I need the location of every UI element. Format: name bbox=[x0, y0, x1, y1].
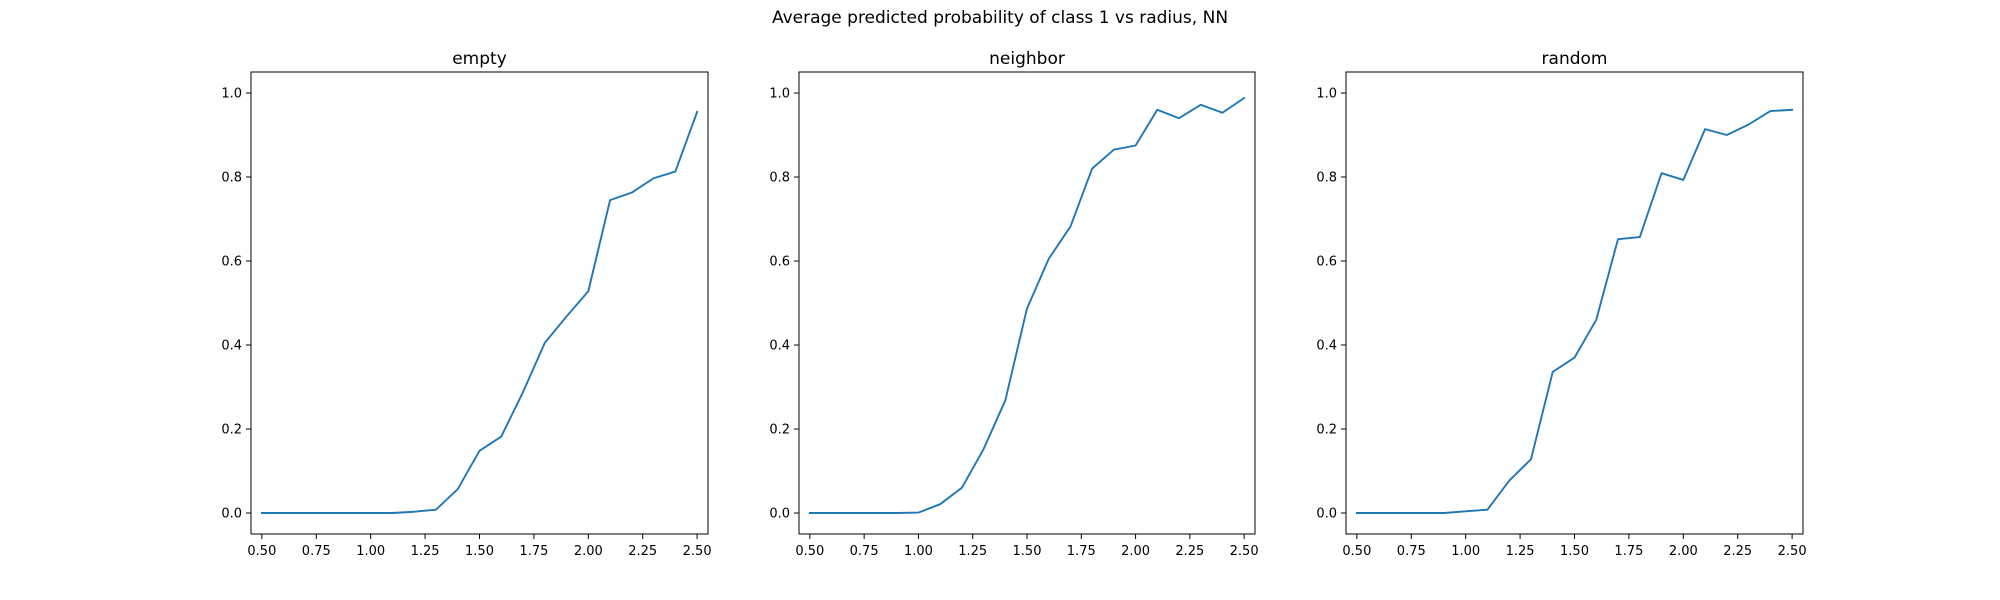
y-tick-label: 1.0 bbox=[769, 87, 790, 102]
x-tick-label: 1.25 bbox=[411, 544, 440, 559]
subplot-title: neighbor bbox=[989, 49, 1065, 69]
y-tick-label: 0.4 bbox=[1316, 339, 1337, 354]
x-tick-label: 0.50 bbox=[247, 544, 276, 559]
subplot-title: random bbox=[1542, 49, 1608, 69]
y-tick-label: 0.0 bbox=[769, 507, 790, 522]
y-tick-label: 0.0 bbox=[1316, 507, 1337, 522]
x-tick-label: 1.50 bbox=[1560, 544, 1589, 559]
y-tick-label: 0.6 bbox=[769, 255, 790, 270]
plot-frame bbox=[798, 71, 1256, 535]
x-tick-label: 2.25 bbox=[1175, 544, 1204, 559]
y-tick-label: 0.2 bbox=[1316, 423, 1337, 438]
x-tick-label: 1.00 bbox=[1451, 544, 1480, 559]
y-tick-label: 0.2 bbox=[769, 423, 790, 438]
subplot-neighbor: neighbor 0.50 0.75 1.00 1.25 1.50 1.75 2.00 2.25… bbox=[769, 49, 1258, 559]
y-tick-label: 0.6 bbox=[221, 255, 242, 270]
x-tick-label: 2.25 bbox=[1723, 544, 1752, 559]
plot-frame bbox=[250, 71, 709, 535]
series-line bbox=[808, 96, 1246, 514]
y-tick-label: 0.8 bbox=[221, 171, 242, 186]
x-tick-label: 0.75 bbox=[850, 544, 879, 559]
x-tick-label: 0.50 bbox=[795, 544, 824, 559]
x-tick-label: 1.50 bbox=[1013, 544, 1042, 559]
x-tick-label: 0.75 bbox=[1397, 544, 1426, 559]
x-tick-label: 1.00 bbox=[356, 544, 385, 559]
subplot-title: empty bbox=[452, 49, 507, 69]
y-tick-label: 0.2 bbox=[221, 423, 242, 438]
y-tick-label: 0.4 bbox=[769, 339, 790, 354]
x-tick-label: 2.00 bbox=[1121, 544, 1150, 559]
subplot-empty: empty 0.50 0.75 1.00 1.25 1.50 1.75 2.00 2.25 2.5… bbox=[221, 49, 711, 559]
series-line bbox=[1355, 108, 1794, 514]
y-tick-label: 1.0 bbox=[221, 87, 242, 102]
y-tick-label: 0.8 bbox=[769, 171, 790, 186]
x-tick-label: 1.50 bbox=[465, 544, 494, 559]
subplot-random: random 0.50 0.75 1.00 1.25 1.50 1.75 2.00 2.25 2.… bbox=[1316, 49, 1806, 559]
x-tick-label: 1.00 bbox=[904, 544, 933, 559]
y-tick-label: 1.0 bbox=[1316, 87, 1337, 102]
x-tick-label: 0.75 bbox=[302, 544, 331, 559]
plot-frame bbox=[1345, 71, 1804, 535]
x-tick-label: 1.25 bbox=[958, 544, 987, 559]
x-tick-label: 2.00 bbox=[574, 544, 603, 559]
x-tick-label: 0.50 bbox=[1342, 544, 1371, 559]
x-tick-label: 1.75 bbox=[1614, 544, 1643, 559]
x-tick-label: 1.25 bbox=[1506, 544, 1535, 559]
x-tick-label: 1.75 bbox=[1067, 544, 1096, 559]
y-tick-label: 0.6 bbox=[1316, 255, 1337, 270]
x-tick-label: 1.75 bbox=[519, 544, 548, 559]
y-tick-label: 0.0 bbox=[221, 507, 242, 522]
x-tick-label: 2.00 bbox=[1669, 544, 1698, 559]
x-tick-label: 2.50 bbox=[1230, 544, 1259, 559]
series-line bbox=[260, 110, 699, 514]
y-tick-label: 0.8 bbox=[1316, 171, 1337, 186]
x-tick-label: 2.25 bbox=[628, 544, 657, 559]
x-tick-label: 2.50 bbox=[1778, 544, 1807, 559]
x-tick-label: 2.50 bbox=[683, 544, 712, 559]
figure-suptitle: Average predicted probability of class 1… bbox=[771, 8, 1229, 28]
y-tick-label: 0.4 bbox=[221, 339, 242, 354]
